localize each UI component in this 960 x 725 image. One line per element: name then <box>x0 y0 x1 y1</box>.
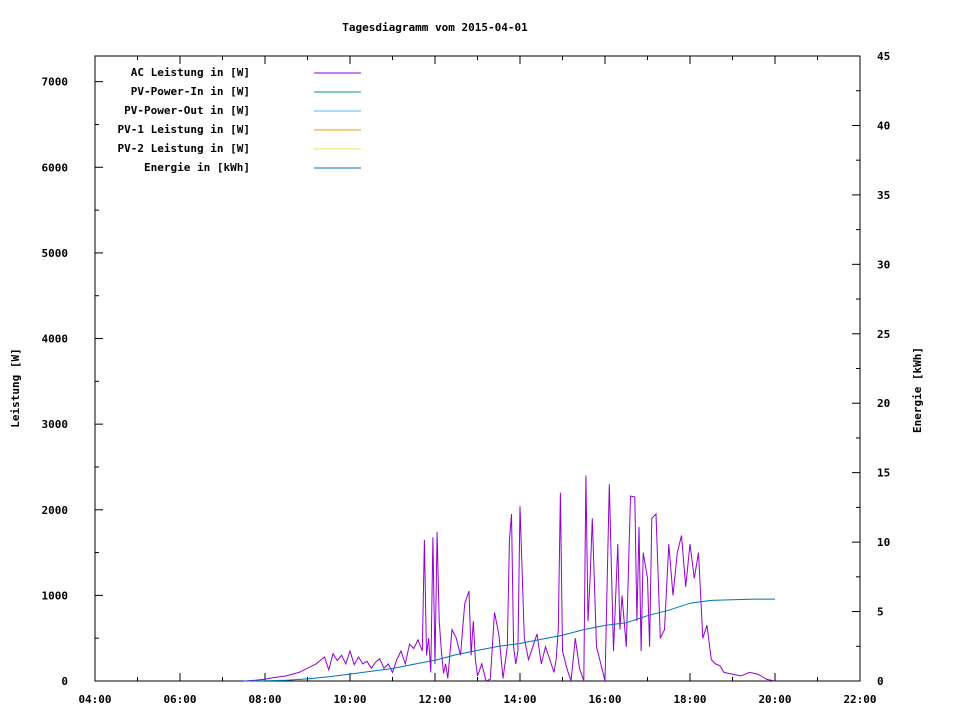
series-line-0 <box>243 475 776 682</box>
y-axis-left: 0 1000 2000 3000 4000 5000 6000 7000 <box>42 76 103 688</box>
y-left-tick-label: 0 <box>61 675 68 688</box>
series-lines <box>243 475 776 682</box>
y-right-tick-label: 25 <box>877 328 890 341</box>
y-axis-label-right: Energie [kWh] <box>911 347 924 433</box>
y-right-tick-label: 20 <box>877 397 890 410</box>
y-axis-right: 0 5 10 15 20 25 30 35 40 45 <box>852 50 890 688</box>
y-axis-label-left: Leistung [W] <box>9 348 22 427</box>
y-right-tick-label: 45 <box>877 50 890 63</box>
y-right-tick-label: 15 <box>877 467 890 480</box>
x-tick-label: 20:00 <box>758 693 791 706</box>
y-left-tick-label: 2000 <box>42 504 69 517</box>
y-right-tick-label: 5 <box>877 606 884 619</box>
chart-title: Tagesdiagramm vom 2015-04-01 <box>342 21 528 34</box>
x-tick-label: 08:00 <box>248 693 281 706</box>
x-tick-label: 12:00 <box>418 693 451 706</box>
legend-label-0: AC Leistung in [W] <box>131 66 250 79</box>
y-right-tick-label: 0 <box>877 675 884 688</box>
y-left-tick-label: 3000 <box>42 418 69 431</box>
legend-label-3: PV-1 Leistung in [W] <box>118 123 250 136</box>
legend-label-2: PV-Power-Out in [W] <box>124 104 250 117</box>
x-tick-label: 16:00 <box>588 693 621 706</box>
y-right-tick-label: 30 <box>877 258 890 271</box>
x-axis: 04:00 06:00 08:00 10:00 12:00 14:00 16:00 18:00… <box>78 56 877 706</box>
x-tick-label: 04:00 <box>78 693 111 706</box>
x-tick-label: 06:00 <box>163 693 196 706</box>
y-left-tick-label: 4000 <box>42 333 69 346</box>
x-tick-label: 14:00 <box>503 693 536 706</box>
x-tick-label: 10:00 <box>333 693 366 706</box>
legend: AC Leistung in [W] PV-Power-In in [W] PV-P… <box>118 66 361 174</box>
y-right-tick-label: 40 <box>877 119 890 132</box>
y-right-tick-label: 10 <box>877 536 890 549</box>
y-left-tick-label: 1000 <box>42 589 69 602</box>
y-right-tick-label: 35 <box>877 189 890 202</box>
y-left-tick-label: 7000 <box>42 76 69 89</box>
y-left-tick-label: 5000 <box>42 247 69 260</box>
legend-label-4: PV-2 Leistung in [W] <box>118 142 250 155</box>
legend-label-1: PV-Power-In in [W] <box>131 85 250 98</box>
series-line-5 <box>243 598 775 682</box>
y-left-tick-label: 6000 <box>42 161 69 174</box>
x-tick-label: 18:00 <box>673 693 706 706</box>
x-tick-label: 22:00 <box>843 693 876 706</box>
legend-label-5: Energie in [kWh] <box>144 161 250 174</box>
